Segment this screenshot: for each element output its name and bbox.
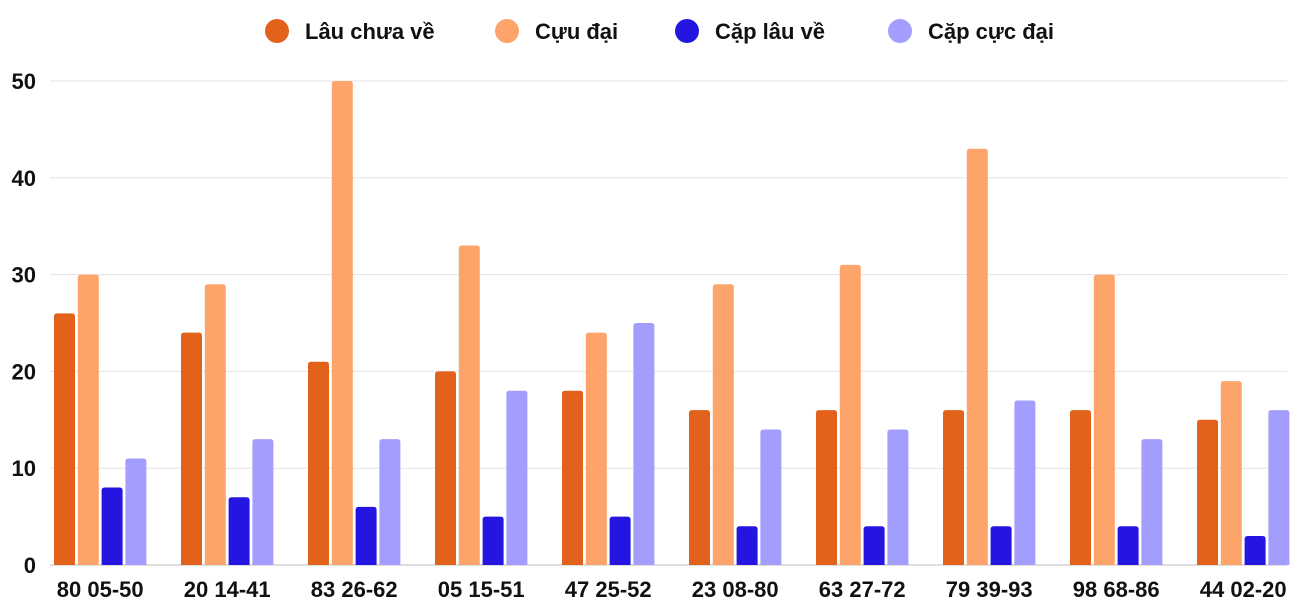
bar <box>760 429 782 565</box>
x-tick-label: 83 26-62 <box>311 577 398 600</box>
legend: Lâu chưa về Cựu đại Cặp lâu về Cặp cực đại <box>265 19 1054 44</box>
y-tick-label: 30 <box>12 263 36 288</box>
legend-label: Cặp lâu về <box>715 19 825 44</box>
y-tick-label: 20 <box>12 359 36 384</box>
y-tick-label: 10 <box>12 456 36 481</box>
bar <box>609 516 631 565</box>
x-tick-label: 44 02-20 <box>1200 577 1287 600</box>
bar <box>204 284 226 565</box>
bar <box>54 313 75 565</box>
x-axis: 80 05-50 20 14-41 83 26-62 05 15-51 47 25-52… <box>57 577 1287 600</box>
bar <box>482 516 504 565</box>
y-axis: 0 10 20 30 40 50 <box>12 69 36 578</box>
bar <box>1197 419 1218 565</box>
y-tick-label: 40 <box>12 166 36 191</box>
bar <box>506 390 528 565</box>
bar <box>887 429 909 565</box>
bar <box>943 410 964 565</box>
bar <box>355 506 377 565</box>
x-tick-label: 79 39-93 <box>946 577 1033 600</box>
bar <box>689 410 710 565</box>
bar <box>816 410 837 565</box>
bars <box>54 81 1290 565</box>
x-tick-label: 47 25-52 <box>565 577 652 600</box>
x-tick-label: 80 05-50 <box>57 577 144 600</box>
bar <box>1117 526 1139 565</box>
bar <box>379 439 401 565</box>
bar <box>1014 400 1036 565</box>
bar <box>77 274 99 565</box>
bar <box>228 497 250 565</box>
x-tick-label: 63 27-72 <box>819 577 906 600</box>
bar <box>1244 535 1266 565</box>
bar <box>1268 410 1290 565</box>
legend-swatch <box>888 19 912 43</box>
bar <box>736 526 758 565</box>
bar <box>125 458 147 565</box>
bar <box>181 332 202 565</box>
y-tick-label: 0 <box>24 553 36 578</box>
legend-label: Lâu chưa về <box>305 19 435 44</box>
bar <box>1141 439 1163 565</box>
bar <box>331 81 353 565</box>
bar <box>585 332 607 565</box>
legend-swatch <box>495 19 519 43</box>
legend-swatch <box>265 19 289 43</box>
x-tick-label: 20 14-41 <box>184 577 271 600</box>
x-tick-label: 98 68-86 <box>1073 577 1160 600</box>
legend-swatch <box>675 19 699 43</box>
bar <box>252 439 274 565</box>
bar <box>863 526 885 565</box>
legend-label: Cặp cực đại <box>928 19 1054 44</box>
x-tick-label: 05 15-51 <box>438 577 525 600</box>
bar <box>633 323 655 565</box>
bar <box>101 487 123 565</box>
bar <box>990 526 1012 565</box>
bar <box>308 361 329 565</box>
bar <box>435 371 456 565</box>
bar <box>1093 274 1115 565</box>
bar <box>966 148 988 565</box>
bar <box>458 245 480 565</box>
x-tick-label: 23 08-80 <box>692 577 779 600</box>
legend-label: Cựu đại <box>535 19 618 44</box>
bar <box>1220 381 1242 565</box>
bar <box>1070 410 1091 565</box>
bar <box>562 390 583 565</box>
bar <box>839 264 861 565</box>
y-tick-label: 50 <box>12 69 36 94</box>
bar <box>712 284 734 565</box>
